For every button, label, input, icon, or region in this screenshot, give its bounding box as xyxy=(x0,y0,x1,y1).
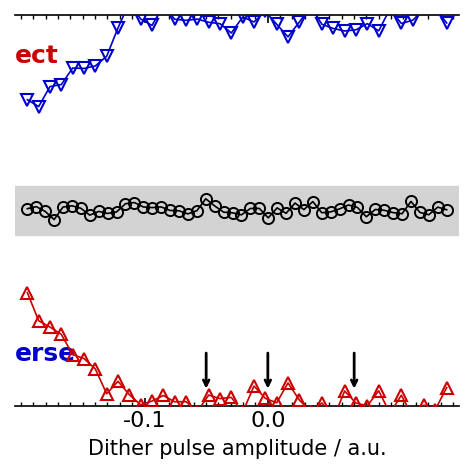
Bar xyxy=(15,186,459,235)
X-axis label: Dither pulse amplitude / a.u.: Dither pulse amplitude / a.u. xyxy=(88,439,386,459)
Text: erse: erse xyxy=(15,342,76,366)
Text: ect: ect xyxy=(15,44,59,68)
